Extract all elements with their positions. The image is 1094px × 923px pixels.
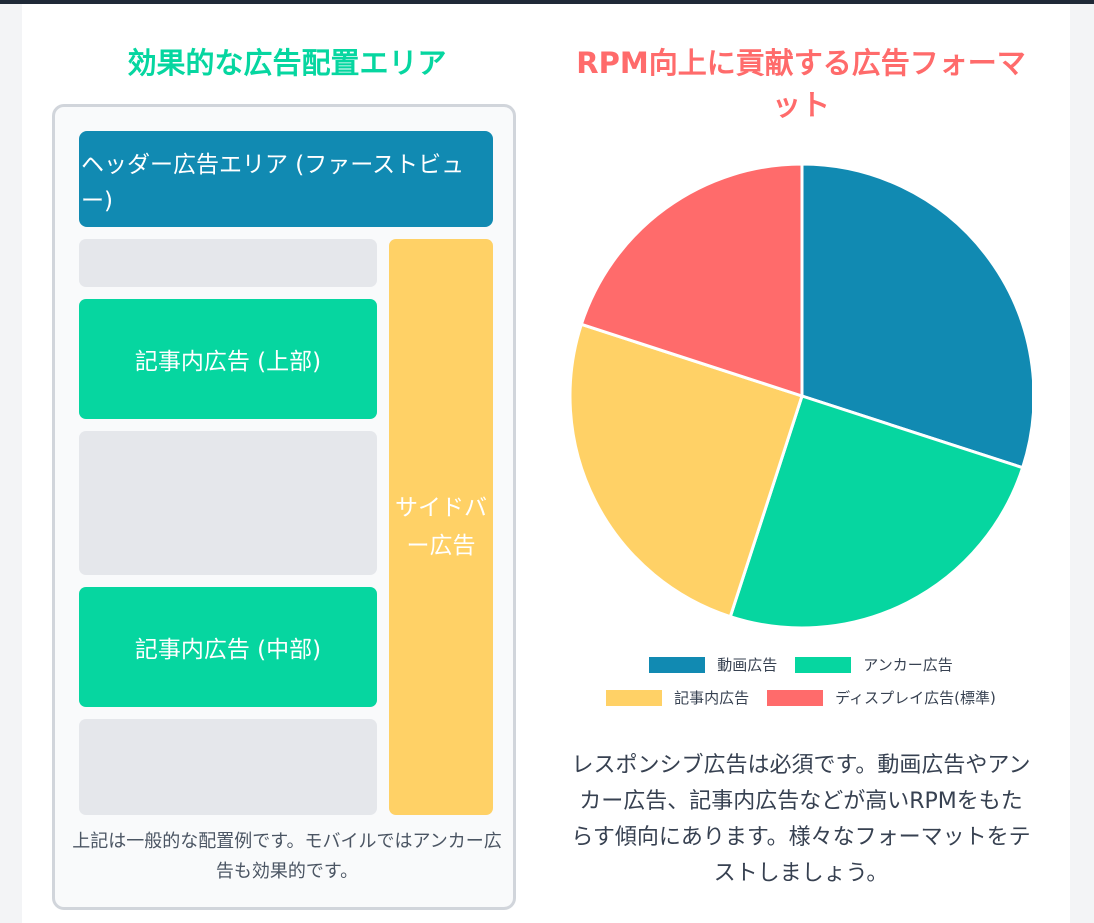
content-card: 効果的な広告配置エリア ヘッダー広告エリア (ファーストビュー) 記事内広告 (…	[22, 4, 1070, 923]
formats-description: レスポンシブ広告は必須です。動画広告やアンカー広告、記事内広告などが高いRPMを…	[571, 753, 1031, 886]
placement-mockup: ヘッダー広告エリア (ファーストビュー) 記事内広告 (上部) 記事内広告 (中…	[52, 104, 516, 910]
legend-label: 記事内広告	[674, 689, 750, 707]
header-ad-area: ヘッダー広告エリア (ファーストビュー)	[79, 131, 493, 227]
inarticle-ad-top: 記事内広告 (上部)	[79, 299, 377, 419]
format-pie-chart	[570, 162, 1032, 630]
chart-legend: 動画広告 アンカー広告記事内広告 ディスプレイ広告(標準)	[570, 654, 1032, 708]
legend-item[interactable]: 動画広告	[649, 654, 777, 675]
content-block	[79, 431, 377, 575]
content-block	[79, 719, 377, 815]
legend-swatch	[795, 656, 852, 673]
legend-item[interactable]: 記事内広告	[606, 687, 749, 708]
pie-slice-2	[728, 394, 1025, 630]
content-block	[79, 239, 377, 287]
legend-swatch	[606, 689, 663, 706]
legend-label: 動画広告	[717, 656, 778, 674]
placement-note: 上記は一般的な配置例です。モバイルではアンカー広告も効果的です。	[72, 831, 502, 882]
legend-item[interactable]: アンカー広告	[795, 654, 953, 675]
inarticle-ad-middle: 記事内広告 (中部)	[79, 587, 377, 707]
legend-swatch	[767, 689, 824, 706]
pie-slice-3	[570, 322, 804, 619]
legend-swatch	[649, 656, 706, 673]
pie-slice-1	[800, 162, 1032, 470]
legend-label: ディスプレイ広告(標準)	[835, 689, 996, 707]
legend-item[interactable]: ディスプレイ広告(標準)	[767, 687, 996, 708]
legend-label: アンカー広告	[863, 656, 953, 674]
sidebar-ad-label: サイドバー広告	[395, 495, 487, 559]
pie-slice-4	[579, 162, 804, 399]
sidebar-ad-area: サイドバー広告	[389, 239, 493, 815]
placement-title: 効果的な広告配置エリア	[127, 46, 447, 80]
formats-title: RPM向上に貢献する広告フォーマット	[576, 46, 1026, 122]
top-bar	[0, 0, 1094, 4]
